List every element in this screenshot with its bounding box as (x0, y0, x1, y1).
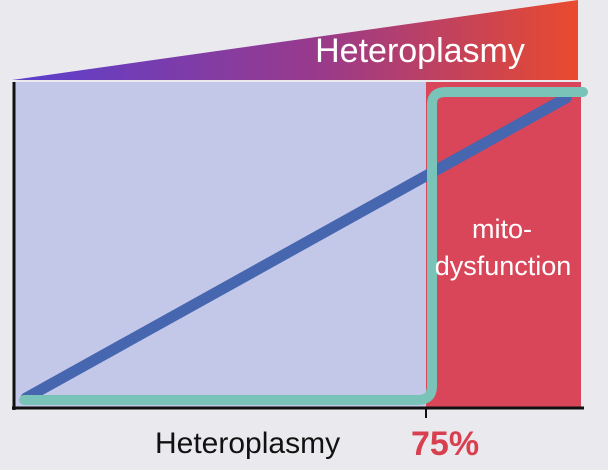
threshold-value-label: 75% (411, 425, 479, 463)
dysfunction-label-line2: dysfunction (435, 251, 572, 281)
dysfunction-label-line1: mito- (472, 214, 532, 244)
banner-label: Heteroplasmy (315, 32, 525, 70)
threshold-step-curve (19, 87, 588, 405)
normal-region (14, 82, 426, 408)
banner-wedge (12, 0, 578, 80)
heteroplasmy-banner: Heteroplasmy (12, 0, 578, 80)
linear-heteroplasmy-line (20, 92, 572, 404)
x-axis-label: Heteroplasmy (155, 427, 340, 460)
